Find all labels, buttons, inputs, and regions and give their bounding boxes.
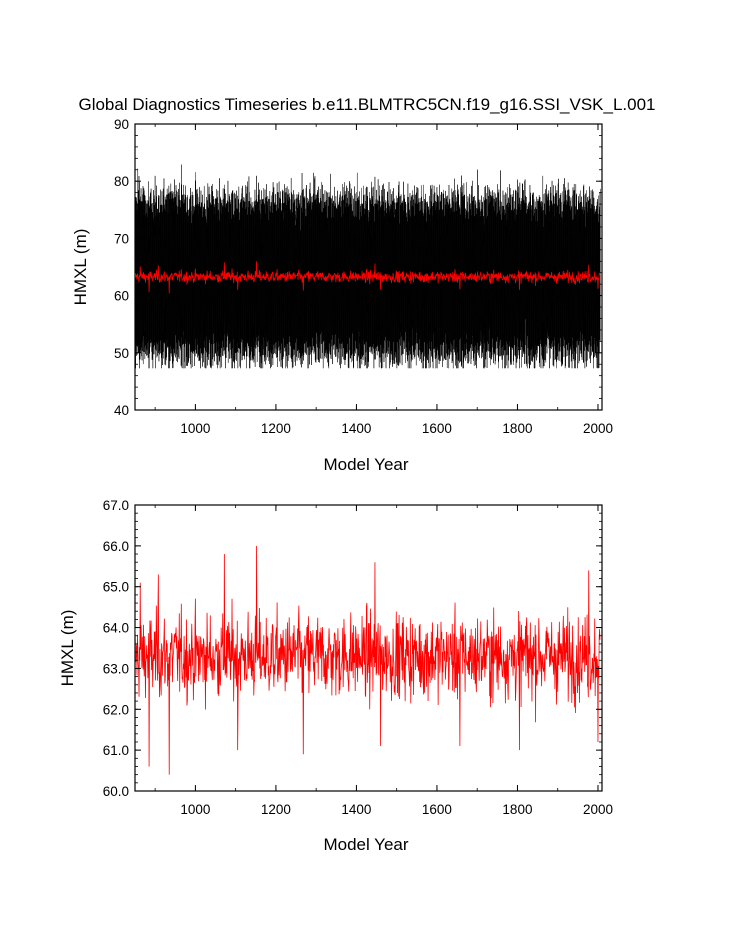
x-tick-label: 1600 <box>422 802 452 817</box>
y-tick-label: 60.0 <box>103 784 129 799</box>
bottom-x-axis-label: Model Year <box>323 835 408 854</box>
y-tick-label: 50 <box>114 346 129 361</box>
y-tick-label: 80 <box>114 174 129 189</box>
x-tick-label: 1000 <box>180 802 210 817</box>
top-y-axis-label: HMXL (m) <box>71 229 90 306</box>
y-tick-label: 65.0 <box>103 580 129 595</box>
x-tick-label: 1200 <box>261 421 291 436</box>
x-tick-label: 1800 <box>502 802 532 817</box>
top-x-axis-label: Model Year <box>323 455 408 474</box>
top-y-ticks: 40 50 60 70 80 90 <box>114 117 602 418</box>
y-tick-label: 63.0 <box>103 661 129 676</box>
y-tick-label: 40 <box>114 403 129 418</box>
bottom-plot-area <box>135 545 601 775</box>
y-tick-label: 70 <box>114 231 129 246</box>
top-panel: 1000 1200 1400 1600 1800 2000 40 50 60 70 80 90 Mo… <box>71 117 613 474</box>
x-tick-label: 2000 <box>583 802 613 817</box>
chart-title: Global Diagnostics Timeseries b.e11.BLMT… <box>78 95 655 114</box>
bottom-y-axis-label: HMXL (m) <box>58 610 77 687</box>
y-tick-label: 66.0 <box>103 539 129 554</box>
y-tick-label: 90 <box>114 117 129 132</box>
x-tick-label: 1600 <box>422 421 452 436</box>
series-annual-red <box>135 261 601 294</box>
y-tick-label: 61.0 <box>103 743 129 758</box>
y-tick-label: 67.0 <box>103 498 129 513</box>
x-tick-label: 2000 <box>583 421 613 436</box>
y-tick-label: 64.0 <box>103 621 129 636</box>
x-tick-label: 1000 <box>180 421 210 436</box>
bottom-y-ticks: 60.0 61.0 62.0 63.0 64.0 65.0 66.0 67.0 <box>103 498 602 799</box>
x-tick-label: 1800 <box>502 421 532 436</box>
y-tick-label: 60 <box>114 289 129 304</box>
x-tick-label: 1200 <box>261 802 291 817</box>
y-tick-label: 62.0 <box>103 702 129 717</box>
x-tick-label: 1400 <box>341 802 371 817</box>
series-monthly-black <box>135 164 601 369</box>
series-annual-red-zoom <box>135 545 601 775</box>
bottom-plot-frame <box>134 504 603 792</box>
bottom-x-ticks: 1000 1200 1400 1600 1800 2000 <box>154 505 613 817</box>
bottom-panel: 1000 1200 1400 1600 1800 2000 60.0 61.0 62.0 63.… <box>58 498 613 854</box>
x-tick-label: 1400 <box>341 421 371 436</box>
top-plot-area <box>135 164 601 369</box>
top-x-ticks: 1000 1200 1400 1600 1800 2000 <box>154 124 613 436</box>
